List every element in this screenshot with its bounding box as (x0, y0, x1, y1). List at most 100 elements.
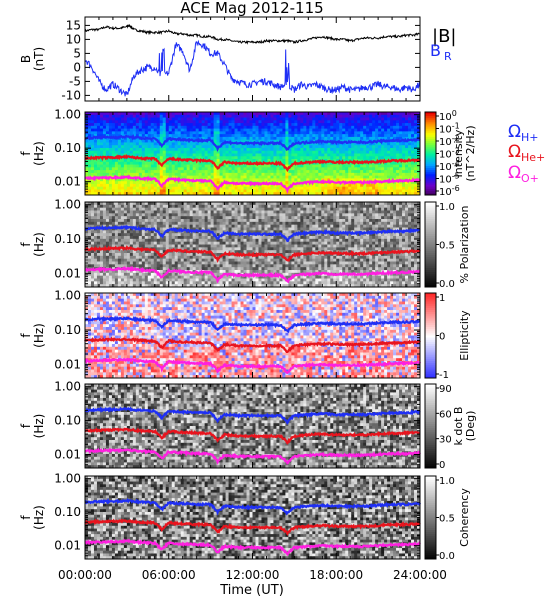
spectrogram-cell (252, 156, 256, 160)
spectrogram-cell (306, 125, 310, 129)
spectrogram-cell (306, 120, 310, 124)
spectrogram-cell (162, 178, 167, 182)
spectrogram-cell (312, 170, 316, 174)
spectrogram-cell (204, 147, 209, 152)
spectrogram-cell (369, 156, 373, 160)
spectrogram-cell (183, 233, 188, 237)
spectrogram-cell (132, 147, 137, 152)
spectrogram-cell (246, 114, 250, 118)
spectrogram-cell (183, 147, 188, 152)
spectrogram-cell (327, 164, 331, 168)
spectrogram-cell (153, 219, 158, 223)
spectrogram-cell (171, 183, 176, 188)
spectrogram-cell (126, 275, 131, 279)
spectrogram-cell (216, 120, 220, 124)
spectrogram-cell (264, 183, 268, 188)
spectrogram-cell (288, 192, 292, 196)
spectrogram-cell (372, 128, 376, 132)
spectrogram-cell (117, 255, 122, 260)
spectrogram-cell (144, 258, 149, 262)
spectrogram-cell (213, 159, 218, 163)
spectrogram-cell (219, 244, 223, 248)
spectrogram-cell (396, 125, 400, 129)
spectrogram-cell (333, 125, 337, 129)
spectrogram-cell (102, 278, 107, 282)
spectrogram-cell (351, 192, 355, 196)
spectrogram-cell (255, 139, 259, 143)
spectrogram-cell (198, 167, 203, 171)
spectrogram-cell (213, 219, 218, 223)
spectrogram-cell (384, 153, 388, 157)
spectrogram-cell (252, 123, 256, 127)
spectrogram-cell (189, 186, 194, 190)
spectrogram-cell (204, 224, 209, 228)
spectrogram-cell (243, 192, 247, 196)
spectrogram-cell (288, 128, 292, 132)
spectrogram-cell (93, 139, 98, 143)
spectrogram-cell (381, 147, 385, 152)
spectrogram-cell (177, 117, 182, 121)
spectrogram-cell (195, 207, 200, 211)
spectrogram-cell (108, 181, 113, 185)
spectrogram-cell (126, 207, 131, 211)
spectrogram-cell (225, 192, 229, 196)
spectrogram-cell (183, 114, 188, 118)
spectrogram-cell (303, 189, 307, 193)
spectrogram-cell (111, 238, 116, 243)
spectrogram-cell (201, 281, 206, 285)
spectrogram-cell (99, 181, 104, 185)
spectrogram-cell (150, 253, 155, 257)
spectrogram-cell (105, 181, 110, 185)
spectrogram-cell (219, 139, 223, 143)
spectrogram-cell (387, 147, 391, 152)
spectrogram-cell (213, 112, 218, 116)
spectrogram-cell (132, 210, 137, 214)
spectrogram-cell (270, 172, 274, 177)
spectrogram-cell (156, 210, 161, 214)
spectrogram-cell (216, 178, 220, 182)
spectrogram-cell (129, 181, 134, 185)
spectrogram-cell (204, 161, 209, 165)
spectrogram-cell (93, 264, 98, 268)
spectrogram-cell (357, 134, 361, 138)
spectrogram-cell (306, 178, 310, 182)
spectrogram-cell (192, 131, 197, 135)
spectrogram-cell (381, 123, 385, 127)
spectrogram-cell (222, 204, 226, 209)
spectrogram-cell (165, 134, 170, 138)
spectrogram-cell (96, 153, 101, 157)
spectrogram-cell (258, 139, 262, 143)
spectrogram-cell (207, 261, 212, 265)
spectrogram-cell (120, 210, 125, 214)
spectrogram-cell (375, 114, 379, 118)
spectrogram-cell (324, 134, 328, 138)
spectrogram-cell (324, 147, 328, 152)
spectrogram-cell (153, 261, 158, 265)
spectrogram-cell (372, 170, 376, 174)
spectrogram-cell (90, 264, 95, 268)
spectrogram-cell (201, 241, 206, 245)
spectrogram-cell (156, 238, 161, 243)
spectrogram-cell (213, 270, 218, 274)
spectrogram-cell (249, 134, 253, 138)
spectrogram-cell (393, 120, 397, 124)
spectrogram-cell (147, 244, 152, 248)
spectrogram-cell (225, 172, 229, 177)
spectrogram-cell (243, 189, 247, 193)
spectrogram-cell (282, 189, 286, 193)
spectrogram-cell (105, 112, 110, 116)
spectrogram-cell (312, 123, 316, 127)
spectrogram-cell (216, 267, 220, 271)
spectrogram-cell (288, 178, 292, 182)
spectrogram-cell (237, 145, 241, 149)
spectrogram-cell (249, 159, 253, 163)
spectrogram-cell (87, 219, 92, 223)
spectrogram-cell (87, 233, 92, 237)
spectrogram-cell (318, 167, 322, 171)
spectrogram-cell (384, 186, 388, 190)
spectrogram-cell (318, 189, 322, 193)
spectrogram-cell (219, 159, 223, 163)
spectrogram-cell (357, 153, 361, 157)
spectrogram-cell (231, 156, 235, 160)
spectrogram-cell (201, 261, 206, 265)
